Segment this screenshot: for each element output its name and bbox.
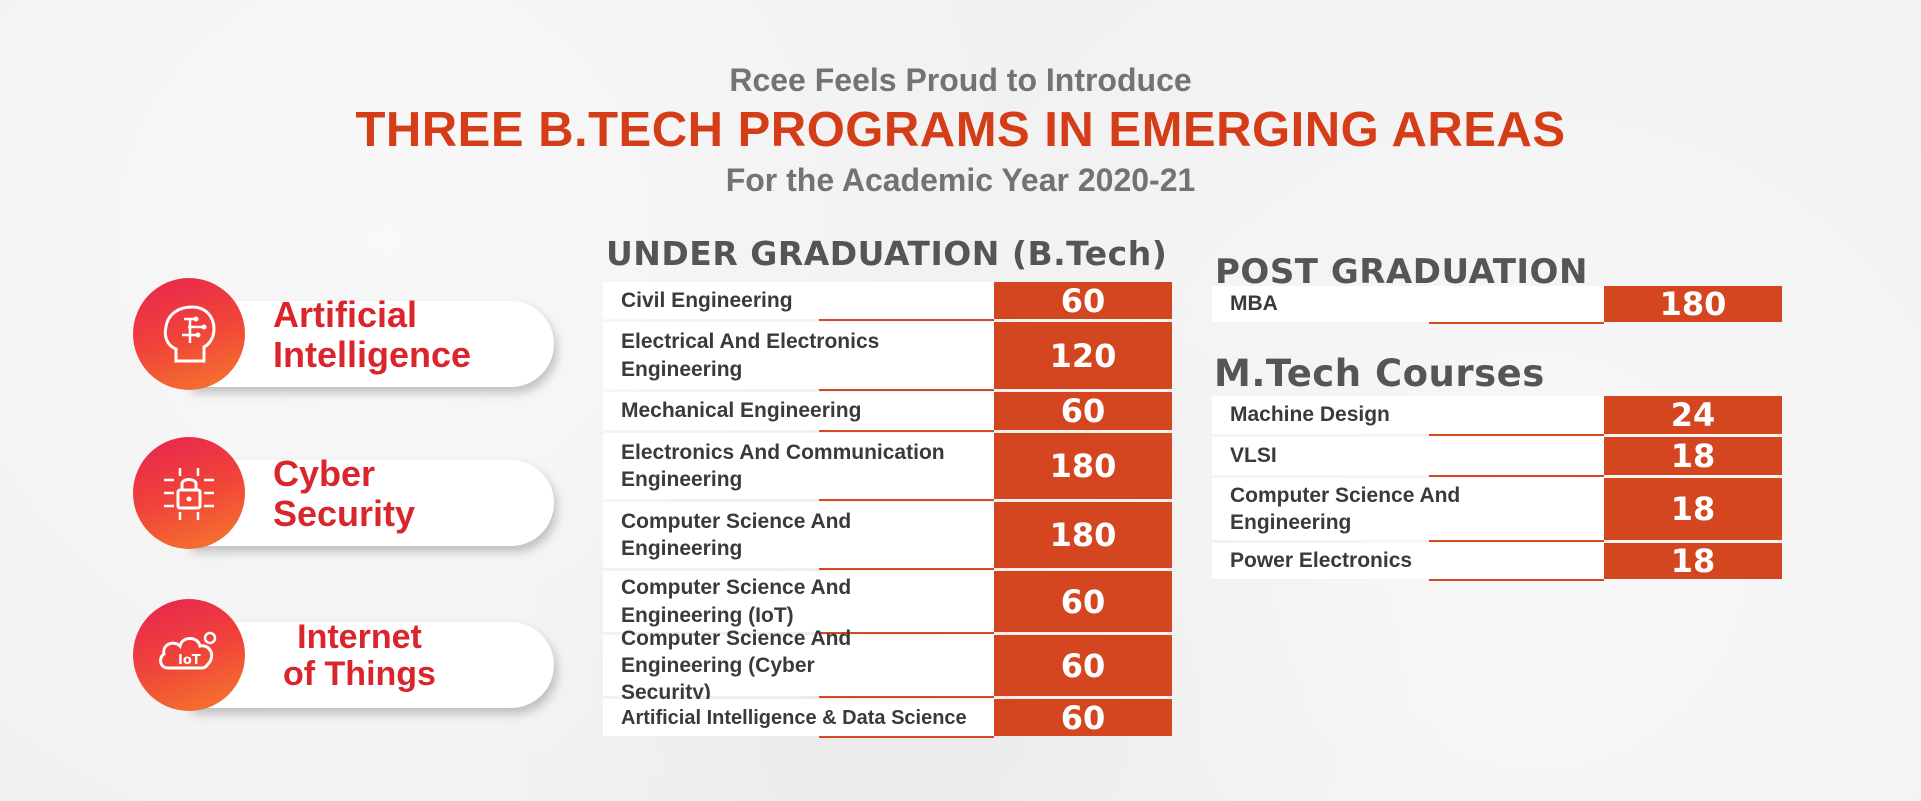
seat-count: 18 xyxy=(1604,542,1782,580)
seat-count: 180 xyxy=(994,433,1172,499)
program-line1: Internet xyxy=(297,617,422,656)
course-name: Electronics And Communication Engineerin… xyxy=(603,433,994,501)
ug-table: Civil Engineering 60 Electrical And Elec… xyxy=(603,282,1172,739)
table-row: Computer Science And Engineering (Cyber … xyxy=(603,627,1172,704)
program-line1: Artificial xyxy=(273,294,418,336)
program-line2: Security xyxy=(273,493,416,534)
ug-heading: UNDER GRADUATION (B.Tech) xyxy=(606,234,1168,273)
seat-count: 24 xyxy=(1604,396,1782,434)
course-name: Computer Science And Engineering (Cyber … xyxy=(603,627,994,704)
course-name: Machine Design xyxy=(1212,396,1604,436)
lock-circuit-icon xyxy=(133,437,245,549)
course-name: Mechanical Engineering xyxy=(603,392,994,432)
seat-count: 60 xyxy=(994,282,1172,320)
page-title: THREE B.TECH PROGRAMS IN EMERGING AREAS xyxy=(355,103,1566,157)
pg-table: MBA 180 xyxy=(1212,285,1782,325)
program-badge-cyber: Cyber Security xyxy=(133,437,555,551)
table-row: Machine Design 24 xyxy=(1212,396,1782,436)
table-row: Civil Engineering 60 xyxy=(603,282,1172,321)
intro-text: Rcee Feels Proud to Introduce xyxy=(729,62,1192,98)
program-badge-ai: Artificial Intelligence xyxy=(133,278,555,392)
seat-count: 60 xyxy=(994,699,1172,737)
seat-count: 180 xyxy=(1604,285,1782,323)
course-name: MBA xyxy=(1212,286,1604,324)
program-label: Cyber Security xyxy=(273,449,543,539)
program-label: Artificial Intelligence xyxy=(273,290,543,380)
table-row: MBA 180 xyxy=(1212,285,1782,324)
course-name: Power Electronics xyxy=(1212,543,1604,581)
program-pill xyxy=(189,460,554,546)
seat-count: 18 xyxy=(1604,478,1782,540)
seat-count: 60 xyxy=(994,635,1172,696)
mtech-heading: M.Tech Courses xyxy=(1214,352,1545,395)
academic-year-text: For the Academic Year 2020-21 xyxy=(725,162,1196,198)
course-name: Artificial Intelligence & Data Science xyxy=(603,699,994,738)
program-label: Internet of Things xyxy=(283,611,553,701)
course-name: Civil Engineering xyxy=(603,282,994,321)
program-pill xyxy=(189,622,554,708)
course-name: Computer Science And Engineering xyxy=(1212,478,1604,542)
course-name: VLSI xyxy=(1212,437,1604,477)
table-row: Mechanical Engineering 60 xyxy=(603,392,1172,432)
table-row: Power Electronics 18 xyxy=(1212,542,1782,581)
iot-cloud-icon: IoT xyxy=(133,599,245,711)
seat-count: 180 xyxy=(994,502,1172,568)
mtech-table: Machine Design 24 VLSI 18 Computer Scien… xyxy=(1212,396,1782,582)
program-pill xyxy=(189,301,554,387)
seat-count: 60 xyxy=(994,571,1172,632)
program-badge-iot: IoT Internet of Things xyxy=(133,599,555,713)
course-name: Computer Science And Engineering (IoT) xyxy=(603,571,994,634)
svg-text:IoT: IoT xyxy=(178,653,201,668)
table-row: Computer Science And Engineering 180 xyxy=(603,502,1172,570)
ai-head-icon xyxy=(133,278,245,390)
seat-count: 18 xyxy=(1604,437,1782,475)
table-row: Electrical And Electronics Engineering 1… xyxy=(603,322,1172,391)
course-name: Computer Science And Engineering xyxy=(603,502,994,570)
table-row: Computer Science And Engineering 18 xyxy=(1212,478,1782,542)
table-row: Electronics And Communication Engineerin… xyxy=(603,433,1172,501)
seat-count: 60 xyxy=(994,392,1172,430)
table-row: Artificial Intelligence & Data Science 6… xyxy=(603,699,1172,738)
program-line2: Intelligence xyxy=(273,334,472,375)
table-row: Computer Science And Engineering (IoT) 6… xyxy=(603,571,1172,634)
seat-count: 120 xyxy=(994,322,1172,389)
program-line2: of Things xyxy=(283,655,436,693)
course-name: Electrical And Electronics Engineering xyxy=(603,322,994,391)
pg-heading: POST GRADUATION xyxy=(1215,252,1588,292)
program-line1: Cyber xyxy=(273,453,376,495)
table-row: VLSI 18 xyxy=(1212,437,1782,477)
